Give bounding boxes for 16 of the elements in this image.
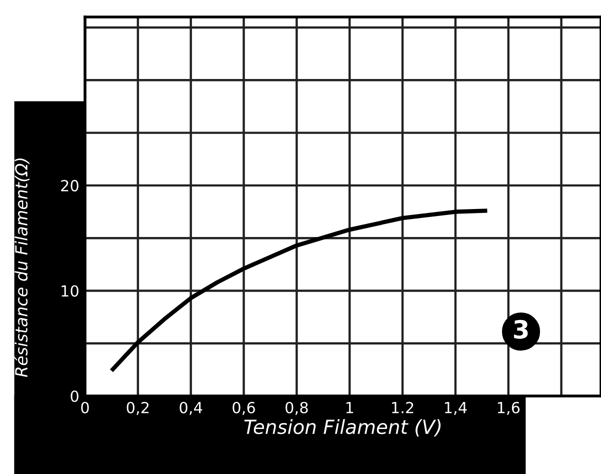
x-tick-label: 0 xyxy=(81,402,89,414)
x-tick-label: 0,8 xyxy=(286,402,308,415)
annotation: 3 xyxy=(514,320,528,339)
x-tick-label: 1.2 xyxy=(392,402,414,414)
x-tick-label: 0,6 xyxy=(232,402,255,415)
x-tick-label: 1,4 xyxy=(444,402,467,415)
y-tick-label: 0 xyxy=(70,390,78,402)
x-axis-title: Tension Filament (V) xyxy=(244,419,441,436)
y-tick-label: 20 xyxy=(61,180,78,192)
x-tick-label: 1,6 xyxy=(498,402,520,415)
x-tick-label: 0,4 xyxy=(180,402,202,415)
line-series xyxy=(109,208,490,373)
y-axis-title: Résistance du Filament(Ω) xyxy=(14,158,30,378)
x-tick-label: 0,2 xyxy=(126,402,149,415)
x-tick-label: 1 xyxy=(346,402,354,414)
y-tick-label: 10 xyxy=(62,285,78,297)
